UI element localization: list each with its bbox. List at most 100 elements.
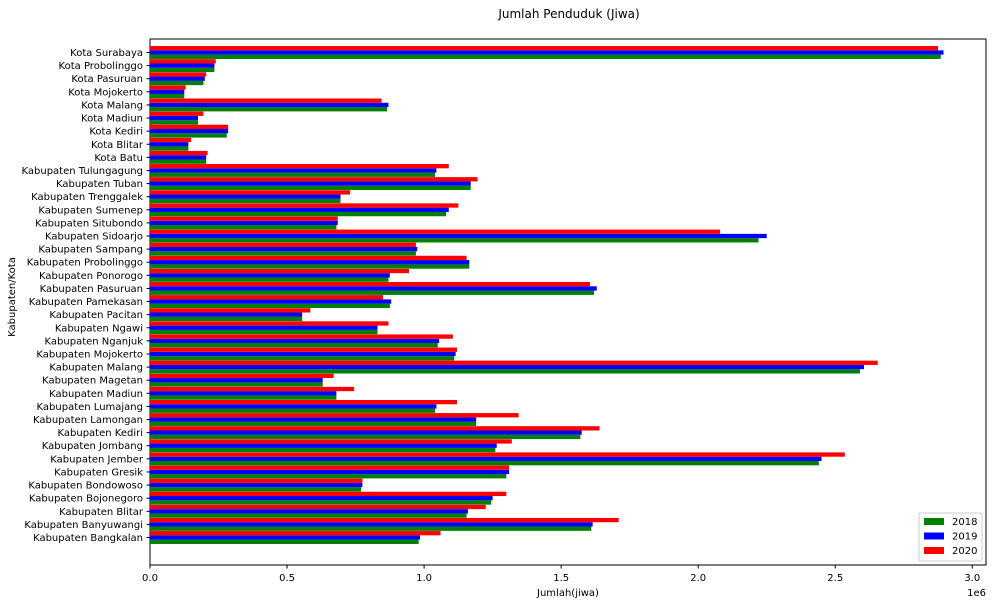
bar-2019-27	[150, 181, 471, 186]
y-tick-label-12: Kabupaten Magetan	[42, 376, 143, 387]
y-tick-label-18: Kabupaten Pamekasan	[29, 297, 143, 308]
x-tick-label-5: 2.5	[827, 573, 843, 584]
bar-2020-33	[150, 98, 382, 103]
bar-2019-13	[150, 364, 865, 370]
bar-2019-10	[150, 404, 437, 409]
bar-2019-8	[150, 430, 582, 435]
bar-2018-17	[150, 316, 303, 322]
bar-2020-20	[150, 268, 410, 274]
y-tick-label-15: Kabupaten Nganjuk	[45, 336, 144, 347]
bar-2020-21	[150, 255, 467, 261]
y-tick-label-3: Kabupaten Bojonegoro	[29, 494, 143, 505]
bar-2020-25	[150, 203, 459, 208]
bar-2018-27	[150, 185, 471, 191]
bar-2020-29	[150, 150, 208, 156]
y-tick-label-29: Kota Batu	[94, 153, 143, 164]
bar-2019-30	[150, 142, 189, 147]
legend-label-2020: 2020	[952, 546, 977, 557]
bar-2019-5	[150, 469, 510, 475]
y-tick-label-7: Kabupaten Jombang	[42, 441, 143, 452]
y-tick-label-34: Kota Mojokerto	[68, 87, 143, 98]
bar-2018-16	[150, 329, 378, 335]
y-tick-label-19: Kabupaten Pasuruan	[40, 284, 143, 295]
y-tick-label-5: Kabupaten Gresik	[54, 467, 143, 478]
x-tick-label-1: 0.5	[279, 573, 295, 584]
bar-2018-1	[150, 526, 592, 531]
y-tick-label-28: Kabupaten Tulungagung	[22, 166, 144, 177]
bar-2018-9	[150, 421, 477, 426]
y-tick-label-37: Kota Surabaya	[70, 48, 143, 59]
x-axis-ticks: 0.0 0.5 1.0 1.5 2.0 2.5 3.0	[142, 565, 980, 584]
y-axis-title: Kabupaten/Kota	[7, 257, 18, 337]
bar-2018-24	[150, 225, 337, 230]
y-tick-label-21: Kabupaten Probolinggo	[27, 258, 143, 269]
bar-2019-29	[150, 155, 207, 160]
y-tick-label-32: Kota Madiun	[81, 114, 143, 125]
bar-2018-10	[150, 408, 436, 413]
bar-2019-25	[150, 207, 449, 212]
bar-2018-6	[150, 461, 819, 466]
bar-2018-26	[150, 198, 341, 204]
bar-2019-18	[150, 299, 392, 304]
bar-2020-19	[150, 282, 590, 287]
bar-2019-20	[150, 273, 390, 278]
bar-2020-6	[150, 452, 845, 457]
bar-2018-3	[150, 500, 492, 505]
bar-2019-7	[150, 443, 497, 448]
y-tick-label-2: Kabupaten Blitar	[59, 507, 144, 518]
bar-2019-11	[150, 391, 337, 396]
y-tick-label-31: Kota Kediri	[89, 127, 143, 138]
bar-2018-14	[150, 356, 455, 361]
x-tick-label-6: 3.0	[964, 573, 980, 584]
bar-2018-29	[150, 159, 207, 164]
x-tick-label-4: 2.0	[690, 573, 706, 584]
bar-2018-31	[150, 133, 227, 138]
bar-2018-8	[150, 434, 581, 440]
y-tick-label-9: Kabupaten Lamongan	[33, 415, 143, 426]
bar-2018-15	[150, 343, 438, 348]
bar-2019-14	[150, 351, 456, 357]
legend-label-2019: 2019	[952, 532, 977, 543]
legend-swatch-2019	[924, 532, 944, 540]
y-tick-label-30: Kota Blitar	[91, 140, 144, 151]
bar-2020-28	[150, 164, 449, 169]
bar-2018-33	[150, 107, 388, 112]
bar-2020-3	[150, 491, 507, 497]
bar-2019-24	[150, 220, 338, 226]
bar-2020-15	[150, 334, 453, 339]
bar-2020-16	[150, 321, 389, 326]
bar-2019-1	[150, 522, 593, 527]
bar-2019-15	[150, 338, 440, 344]
y-tick-label-26: Kabupaten Trenggalek	[31, 192, 143, 203]
y-tick-label-35: Kota Pasuruan	[71, 74, 143, 85]
bar-2020-10	[150, 399, 457, 405]
bar-2019-22	[150, 246, 418, 252]
bar-2019-35	[150, 76, 205, 81]
bar-2019-31	[150, 129, 229, 134]
bar-2018-0	[150, 539, 419, 544]
bar-2018-22	[150, 251, 416, 256]
bar-2020-13	[150, 360, 878, 365]
y-tick-label-33: Kota Malang	[81, 100, 143, 111]
bar-2020-27	[150, 177, 478, 182]
bar-2018-35	[150, 80, 204, 86]
bar-2020-37	[150, 46, 939, 51]
legend-swatch-2020	[924, 547, 944, 554]
y-tick-label-4: Kabupaten Bondowoso	[28, 481, 143, 492]
bar-2020-24	[150, 216, 338, 221]
bar-2020-32	[150, 111, 204, 116]
bar-2020-23	[150, 229, 721, 234]
bar-2020-2	[150, 504, 486, 510]
y-tick-label-13: Kabupaten Malang	[49, 363, 143, 374]
y-tick-label-23: Kabupaten Sidoarjo	[45, 232, 143, 243]
bar-2018-23	[150, 238, 759, 243]
bar-2018-7	[150, 447, 496, 453]
bar-2020-11	[150, 386, 355, 392]
bar-2019-37	[150, 50, 944, 55]
bar-2019-3	[150, 496, 493, 501]
y-tick-label-24: Kabupaten Situbondo	[35, 218, 143, 229]
y-tick-label-16: Kabupaten Ngawi	[55, 323, 143, 334]
y-tick-label-14: Kabupaten Mojokerto	[36, 349, 143, 360]
bar-2019-36	[150, 63, 215, 68]
bar-2018-18	[150, 303, 390, 308]
